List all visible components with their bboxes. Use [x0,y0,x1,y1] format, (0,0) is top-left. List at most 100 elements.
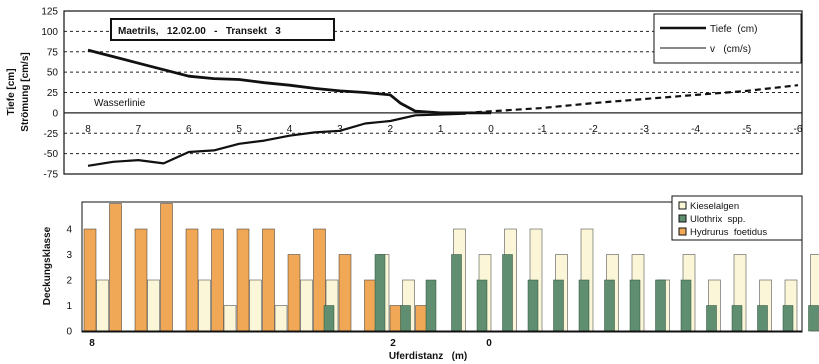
bar-ulothrix [757,305,768,332]
bar-hydrurus [109,203,122,332]
legend-label-kieselalgen: Kieselalgen [690,201,739,212]
top-y-axis-label-2: Strömung [cm/s] [20,52,31,131]
bar-ulothrix [323,305,335,332]
legend-label-ulothrix: Ulothrix spp. [690,214,745,225]
bar-hydrurus [364,279,377,332]
bar-ulothrix [476,279,488,332]
top-x-tick-label: -3 [640,124,649,135]
top-y-tick-label: -25 [44,129,59,140]
bar-kieselalgen [198,279,211,332]
top-x-tick-label: -5 [742,124,751,135]
legend-label-depth: Tiefe (cm) [710,24,757,35]
bar-y-tick-label: 4 [66,225,72,236]
legend-label-velocity: v (cm/s) [710,44,751,55]
bar-x-tick-label: 0 [486,338,492,349]
bar-ulothrix [425,279,437,332]
bar-hydrurus [185,228,199,332]
legend-swatch-ulothrix [678,214,687,223]
bar-y-tick-label: 3 [66,250,72,261]
top-y-tick-label: 50 [47,68,59,79]
bar-chart-frame [81,201,803,333]
top-x-tick-label: -1 [538,124,547,135]
bar-hydrurus [134,228,148,332]
bar-ulothrix [808,305,819,332]
bar-hydrurus [313,228,326,332]
bar-kieselalgen [274,305,288,332]
top-x-tick-label: 1 [438,124,444,135]
bar-kieselalgen [147,279,160,332]
bar-hydrurus [262,228,275,332]
bar-hydrurus [338,254,352,332]
bar-ulothrix [502,254,513,332]
bar-hydrurus [287,254,301,332]
top-y-tick-label: 125 [41,7,58,18]
line-chart: 125 100 75 50 25 0 -25 -50 -75 8 7 6 5 4 3 2 1 0 -1 -2 -3 -4… [6,7,803,181]
top-y-tick-label: -50 [44,149,59,160]
top-series-lines [87,48,799,167]
legend-label-hydrurus: Hydrurus foetidus [690,227,767,238]
top-y-tick-labels: 125 100 75 50 25 0 -25 -50 -75 [41,7,58,181]
bar-y-tick-labels: 0 1 2 3 4 [66,225,72,338]
bar-ulothrix [374,254,386,332]
bar-y-tick-label: 0 [66,327,72,338]
top-y-tick-label: 100 [41,27,58,38]
bar-x-tick-label: 2 [390,338,396,349]
top-x-tick-label: 4 [287,124,293,135]
bar-hydrurus [389,305,403,332]
top-x-tick-label: 8 [85,124,91,135]
top-y-tick-label: 75 [47,47,59,58]
series-line-projection [465,84,799,114]
bar-kieselalgen [96,279,109,332]
bar-y-tick-label: 1 [66,301,72,312]
bar-ulothrix [680,279,692,332]
bar-ulothrix [578,279,590,332]
bar-chart: 0 1 2 3 4 8 2 0 Deckungsklasse Uferdistanz (m)… [42,195,819,362]
bar-hydrurus [160,203,173,332]
legend-swatch-kieselalgen [678,201,687,210]
bar-ulothrix [629,279,641,332]
top-y-tick-label: 0 [52,108,58,119]
bar-ulothrix [782,305,794,332]
bar-hydrurus [415,305,428,332]
bar-ulothrix [706,305,717,332]
bar-ulothrix [527,279,539,332]
top-x-tick-label: 5 [236,124,242,135]
bar-y-axis-label: Deckungsklasse [42,226,53,305]
bar-hydrurus [211,228,224,332]
bar-ulothrix [451,254,462,332]
bar-ulothrix [731,305,743,332]
top-x-tick-label: -6 [794,124,803,135]
bar-ulothrix [400,305,411,332]
bar-hydrurus [83,228,97,332]
bar-ulothrix [604,279,615,332]
top-y-tick-label: -75 [44,170,59,181]
top-x-tick-label: 2 [387,124,393,135]
top-x-tick-label: 3 [337,124,343,135]
top-x-tick-labels: 8 7 6 5 4 3 2 1 0 -1 -2 -3 -4 -5 -6 [85,124,803,135]
bar-y-tick-label: 2 [66,276,72,287]
bar-series [83,203,819,332]
top-x-tick-label: 6 [186,124,192,135]
chart-title-box: Maetrils, 12.02.00 - Transekt 3 [110,18,335,41]
bar-ulothrix [655,279,666,332]
water-line-label: Wasserlinie [94,98,146,109]
top-x-tick-label: -2 [589,124,598,135]
bar-ulothrix [553,279,564,332]
top-legend: Tiefe (cm) v (cm/s) [653,13,802,64]
bar-hydrurus [236,228,250,332]
top-x-tick-label: -4 [691,124,700,135]
bar-kieselalgen [249,279,262,332]
series-line-velocity [87,112,466,167]
bar-kieselalgen [300,279,313,332]
bar-legend: Kieselalgen Ulothrix spp. Hydrurus foeti… [671,195,803,241]
bar-x-axis-label: Uferdistanz (m) [389,351,467,362]
top-x-tick-label: 0 [488,124,494,135]
legend-swatch-hydrurus [678,227,687,236]
bar-x-tick-label: 8 [89,338,95,349]
chart-title: Maetrils, 12.02.00 - Transekt 3 [118,26,281,37]
top-y-tick-label: 25 [47,88,59,99]
top-y-axis-label-1: Tiefe [cm] [6,68,17,115]
bar-x-tick-labels: 8 2 0 [89,338,492,349]
water-line-annotation: Wasserlinie [88,96,156,109]
